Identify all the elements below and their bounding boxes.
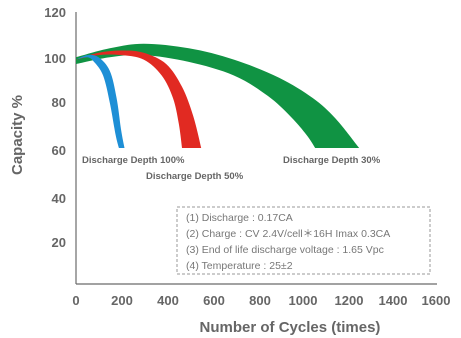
x-tick-labels: 0 200 400 600 800 1000 1200 1400 1600	[72, 293, 450, 308]
y-axis-title: Capacity %	[9, 95, 26, 175]
x-tick-label: 600	[203, 293, 225, 308]
note-box	[176, 206, 431, 275]
y-tick-label: 80	[52, 95, 66, 110]
note-line: (3) End of life discharge voltage : 1.65…	[186, 244, 384, 256]
x-tick-label: 1400	[379, 293, 408, 308]
y-tick-label: 40	[52, 191, 66, 206]
y-tick-labels: 20 40 60 80 100 120	[44, 5, 66, 250]
x-tick-label: 1000	[289, 293, 318, 308]
x-tick-label: 1200	[335, 293, 364, 308]
note-line: (2) Charge : CV 2.4V/cell＊16H Imax 0.3CA	[186, 228, 390, 240]
series-area-blue	[76, 54, 125, 148]
x-tick-label: 400	[157, 293, 179, 308]
note-line: (1) Discharge : 0.17CA	[186, 212, 293, 224]
annotation-depth-30: Discharge Depth 30%	[283, 155, 381, 166]
series-layer	[76, 43, 360, 149]
x-tick-label: 0	[72, 293, 79, 308]
x-tick-label: 1600	[422, 293, 451, 308]
y-tick-label: 60	[52, 143, 66, 158]
annotation-depth-100: Discharge Depth 100%	[82, 155, 185, 166]
y-tick-label: 100	[44, 51, 66, 66]
x-tick-label: 800	[249, 293, 271, 308]
x-axis-title: Number of Cycles (times)	[200, 319, 381, 336]
y-tick-label: 20	[52, 235, 66, 250]
conditions-note: (1) Discharge : 0.17CA (2) Charge : CV 2…	[176, 206, 431, 275]
series-area-red	[76, 50, 202, 148]
note-line: (4) Temperature : 25±2	[186, 260, 293, 272]
x-tick-label: 200	[111, 293, 133, 308]
y-tick-label: 120	[44, 5, 66, 20]
annotation-depth-50: Discharge Depth 50%	[146, 171, 244, 182]
